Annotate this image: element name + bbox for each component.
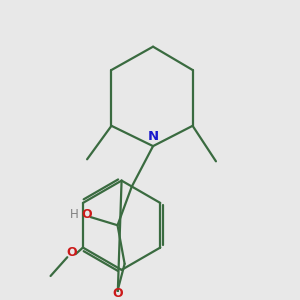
Text: H: H bbox=[70, 208, 79, 221]
Text: O: O bbox=[112, 287, 123, 300]
Text: O: O bbox=[66, 246, 76, 259]
Text: N: N bbox=[148, 130, 159, 143]
Text: O: O bbox=[81, 208, 92, 221]
